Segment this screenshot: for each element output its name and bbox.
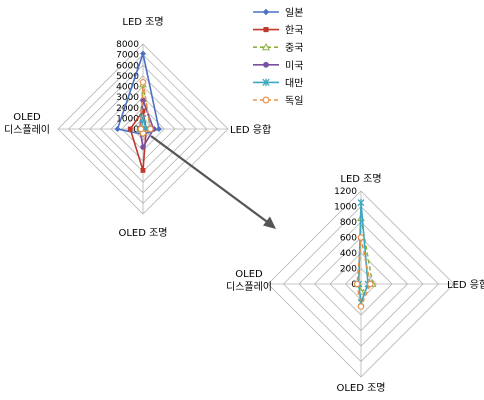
legend-marker [262,8,270,16]
tick-label: 7000 [116,51,139,61]
tick-label: 2000 [116,104,139,114]
tick-label: 5000 [116,72,139,82]
data-point [139,78,147,86]
axis-label: OLED 조명 [118,227,167,239]
data-point [137,125,145,133]
legend-label: 일본 [285,7,303,19]
tick-label: 800 [340,218,357,228]
axis-label: LED 조명 [340,173,381,185]
legend-label: 독일 [285,95,303,107]
data-point [140,168,146,173]
data-point [147,125,154,133]
tick-label: 400 [340,249,357,259]
legend-item: 중국 [253,42,303,54]
axis-label: OLED 디스플레이 [4,112,50,136]
zoom-arrow-line [150,135,271,225]
legend-label: 미국 [285,60,303,72]
data-point [140,108,146,114]
legend-item: 한국 [253,25,303,37]
legend-label: 중국 [285,42,303,54]
legend-item: 일본 [253,7,303,19]
legend-marker [263,61,269,68]
axis-label: LED 응합 [447,279,484,291]
axis-label: OLED 조명 [336,382,385,394]
data-point [357,199,365,207]
tick-label: 1200 [334,187,357,197]
legend-marker [263,27,269,33]
axis-label: OLED 디스플레이 [226,269,272,293]
data-point [140,97,146,104]
tick-label: 200 [340,265,357,275]
legend-marker [262,78,270,87]
zoom-arrow [150,135,276,229]
data-point [366,280,374,288]
data-point [357,234,365,241]
axis-label: LED 응합 [230,124,271,136]
series [137,78,154,137]
tick-label: 8000 [116,40,139,50]
data-point [140,50,146,57]
tick-label: 0 [133,125,139,135]
legend-label: 대만 [285,77,303,89]
tick-label: 1000 [334,203,357,213]
data-point [357,303,365,310]
data-point [127,126,133,132]
data-point [155,126,162,132]
data-point [140,144,146,150]
legend-label: 한국 [285,25,303,37]
legend-marker [262,96,270,104]
data-point [353,280,361,288]
series-line [140,82,152,135]
legend-item: 대만 [253,77,303,89]
legend-item: 독일 [253,95,303,107]
tick-label: 600 [340,234,357,244]
tick-label: 6000 [116,61,139,71]
legend-marker [261,42,271,51]
axis-label: LED 조명 [122,16,163,28]
tick-label: 4000 [116,83,139,93]
legend-item: 미국 [253,60,303,72]
series [353,234,374,310]
data-point [114,126,121,132]
zoom-arrow-head [263,216,276,229]
tick-label: 1000 [116,114,139,124]
